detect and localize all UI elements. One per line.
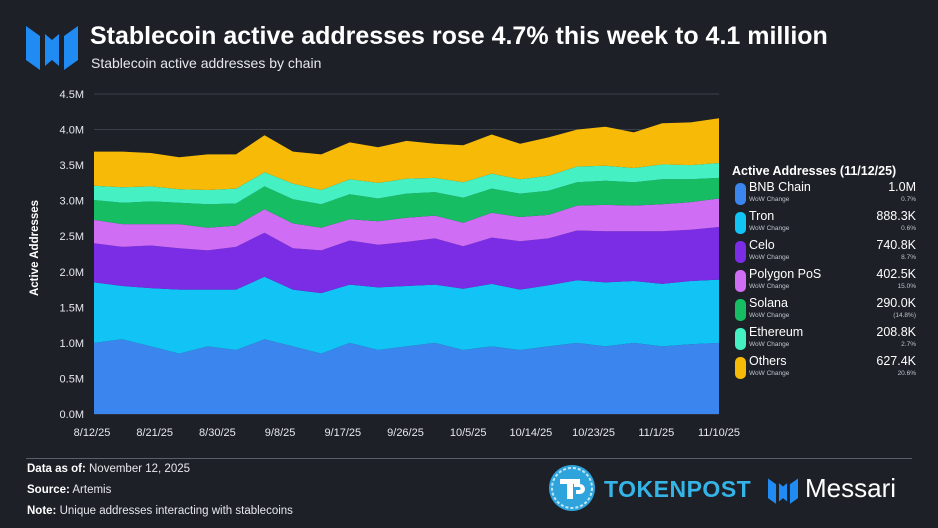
legend-change-label: WoW Change bbox=[749, 283, 790, 290]
x-tick-label: 9/17/25 bbox=[324, 427, 361, 439]
legend-item-change: 2.7% bbox=[901, 341, 916, 348]
legend-item-change: 0.6% bbox=[901, 225, 916, 232]
legend-item-name: Ethereum bbox=[749, 325, 804, 339]
legend-item: Others WoW Change 627.4K 20.6% bbox=[732, 353, 918, 382]
legend: Active Addresses (11/12/25) BNB Chain WoW… bbox=[732, 163, 918, 382]
legend-item: Celo WoW Change 740.8K 8.7% bbox=[732, 237, 918, 266]
y-tick-label: 1.0M bbox=[60, 338, 84, 350]
messari-logo-icon bbox=[26, 26, 78, 70]
legend-item-name: Solana bbox=[749, 296, 788, 310]
x-tick-label: 9/8/25 bbox=[265, 427, 296, 439]
footer-divider bbox=[26, 458, 912, 459]
legend-item-name: BNB Chain bbox=[749, 180, 811, 194]
data-as-of-value: November 12, 2025 bbox=[89, 463, 191, 475]
legend-change-label: WoW Change bbox=[749, 196, 790, 203]
legend-title: Active Addresses (11/12/25) bbox=[732, 164, 897, 178]
messari-footer-logo-icon bbox=[768, 478, 798, 504]
legend-swatch bbox=[735, 328, 746, 350]
x-tick-label: 8/21/25 bbox=[136, 427, 173, 439]
x-tick-label: 8/30/25 bbox=[199, 427, 236, 439]
legend-swatch bbox=[735, 357, 746, 379]
legend-item-change: 0.7% bbox=[901, 196, 916, 203]
legend-change-label: WoW Change bbox=[749, 341, 790, 348]
x-axis-ticks: 8/12/25 8/21/25 8/30/25 9/8/25 9/17/25 9/26/2… bbox=[74, 427, 740, 439]
y-tick-label: 3.5M bbox=[60, 160, 84, 172]
tokenpost-logo-icon bbox=[549, 465, 595, 511]
area-bnb-chain bbox=[94, 339, 719, 414]
legend-swatch bbox=[735, 241, 746, 263]
y-tick-label: 1.5M bbox=[60, 302, 84, 314]
legend-item-value: 402.5K bbox=[876, 267, 916, 281]
chart-title: Stablecoin active addresses rose 4.7% th… bbox=[90, 22, 828, 50]
data-as-of-label: Data as of: bbox=[27, 463, 86, 475]
y-tick-label: 0.5M bbox=[60, 373, 84, 385]
legend-item-value: 888.3K bbox=[876, 209, 916, 223]
x-tick-label: 11/10/25 bbox=[698, 427, 740, 439]
legend-item-name: Celo bbox=[749, 238, 775, 252]
y-tick-label: 2.0M bbox=[60, 267, 84, 279]
legend-item-change: 20.6% bbox=[897, 370, 916, 377]
legend-item-change: (14.8%) bbox=[893, 312, 916, 319]
y-axis-ticks: 0.0M 0.5M 1.0M 1.5M 2.0M 2.5M 3.0M 3.5M 4.0M 4.5M bbox=[60, 89, 84, 421]
area-solana bbox=[94, 177, 719, 228]
footer-note: Note: Unique addresses interacting with … bbox=[27, 505, 293, 517]
legend-swatch bbox=[735, 212, 746, 234]
tokenpost-wordmark: TOKENPOST bbox=[604, 476, 752, 502]
legend-swatch bbox=[735, 270, 746, 292]
legend-item-change: 8.7% bbox=[901, 254, 916, 261]
legend-change-label: WoW Change bbox=[749, 254, 790, 261]
source-label: Source: bbox=[27, 484, 70, 496]
legend-change-label: WoW Change bbox=[749, 370, 790, 377]
legend-item-value: 208.8K bbox=[876, 325, 916, 339]
legend-item-value: 290.0K bbox=[876, 296, 916, 310]
area-polygon-pos bbox=[94, 198, 719, 251]
y-tick-label: 4.5M bbox=[60, 89, 84, 101]
legend-item: Tron WoW Change 888.3K 0.6% bbox=[732, 208, 918, 237]
y-tick-label: 0.0M bbox=[60, 409, 84, 421]
area-celo bbox=[94, 227, 719, 294]
legend-swatch bbox=[735, 183, 746, 205]
legend-item-name: Polygon PoS bbox=[749, 267, 822, 281]
legend-item-name: Tron bbox=[749, 209, 775, 223]
y-tick-label: 4.0M bbox=[60, 125, 84, 137]
x-tick-label: 8/12/25 bbox=[74, 427, 111, 439]
y-tick-label: 3.0M bbox=[60, 196, 84, 208]
footer-source: Source: Artemis bbox=[27, 484, 111, 496]
x-tick-label: 10/14/25 bbox=[509, 427, 552, 439]
legend-change-label: WoW Change bbox=[749, 312, 790, 319]
area-others bbox=[94, 118, 719, 190]
x-tick-label: 10/5/25 bbox=[450, 427, 487, 439]
legend-item: Ethereum WoW Change 208.8K 2.7% bbox=[732, 324, 918, 353]
legend-change-label: WoW Change bbox=[749, 225, 790, 232]
area-series bbox=[94, 118, 719, 414]
legend-swatch bbox=[735, 299, 746, 321]
area-tron bbox=[94, 276, 719, 354]
source-value: Artemis bbox=[72, 484, 112, 496]
legend-item-change: 15.0% bbox=[897, 283, 916, 290]
area-ethereum bbox=[94, 163, 719, 205]
messari-wordmark: Messari bbox=[805, 473, 897, 503]
x-tick-label: 9/26/25 bbox=[387, 427, 424, 439]
legend-item-value: 627.4K bbox=[876, 354, 916, 368]
footer-data-as-of: Data as of: November 12, 2025 bbox=[27, 463, 190, 475]
legend-item: Solana WoW Change 290.0K (14.8%) bbox=[732, 295, 918, 324]
legend-item: Polygon PoS WoW Change 402.5K 15.0% bbox=[732, 266, 918, 295]
chart-subtitle: Stablecoin active addresses by chain bbox=[91, 55, 322, 71]
y-tick-label: 2.5M bbox=[60, 231, 84, 243]
y-axis-label: Active Addresses bbox=[29, 200, 41, 296]
note-value: Unique addresses interacting with stable… bbox=[59, 505, 293, 517]
legend-item-value: 740.8K bbox=[876, 238, 916, 252]
legend-item-value: 1.0M bbox=[888, 180, 916, 194]
note-label: Note: bbox=[27, 505, 57, 517]
legend-item-name: Others bbox=[749, 354, 787, 368]
x-tick-label: 11/1/25 bbox=[638, 427, 674, 439]
legend-item: BNB Chain WoW Change 1.0M 0.7% bbox=[732, 179, 918, 208]
x-tick-label: 10/23/25 bbox=[572, 427, 615, 439]
